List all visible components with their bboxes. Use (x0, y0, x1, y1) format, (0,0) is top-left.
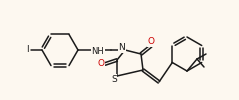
Text: I: I (26, 46, 28, 54)
Text: S: S (111, 74, 117, 84)
Text: O: O (147, 38, 154, 46)
Text: O: O (98, 60, 104, 68)
Text: N: N (119, 44, 125, 52)
Text: NH: NH (92, 46, 104, 56)
